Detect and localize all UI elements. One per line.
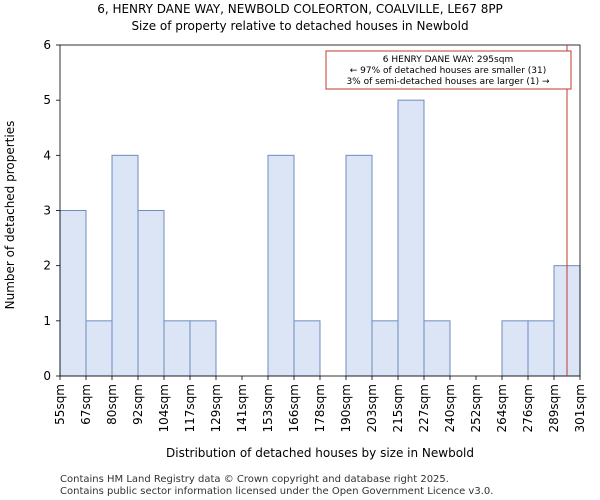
x-tick-label-166sqm: 166sqm — [287, 384, 301, 432]
x-tick-label-178sqm: 178sqm — [313, 384, 327, 432]
bar-153sqm — [267, 154, 295, 377]
bar-117sqm — [189, 320, 217, 377]
x-tick-label-240sqm: 240sqm — [443, 384, 457, 432]
x-tick-label-92sqm: 92sqm — [131, 384, 145, 425]
bars-group — [59, 99, 581, 377]
x-axis-label: Distribution of detached houses by size … — [166, 446, 474, 460]
bar-190sqm — [345, 154, 373, 377]
y-tick-label: 1 — [43, 314, 51, 328]
x-tick-label-215sqm: 215sqm — [391, 384, 405, 432]
annotation-line1: 6 HENRY DANE WAY: 295sqm — [383, 55, 513, 65]
x-tick-label-203sqm: 203sqm — [365, 384, 379, 432]
bar-67sqm — [85, 320, 113, 377]
footer-line2: Contains public sector information licen… — [60, 486, 493, 497]
y-tick-label: 3 — [43, 204, 51, 218]
x-tick-label-252sqm: 252sqm — [469, 384, 483, 432]
x-tick-label-104sqm: 104sqm — [157, 384, 171, 432]
x-tick-label-67sqm: 67sqm — [79, 384, 93, 425]
bar-215sqm — [397, 99, 425, 377]
y-tick-label: 6 — [43, 38, 51, 52]
x-tick-label-190sqm: 190sqm — [339, 384, 353, 432]
x-tick-label-301sqm: 301sqm — [573, 384, 587, 432]
bar-80sqm — [111, 154, 139, 377]
x-tick-label-80sqm: 80sqm — [105, 384, 119, 425]
x-tick-label-153sqm: 153sqm — [261, 384, 275, 432]
annotation-line2: ← 97% of detached houses are smaller (31… — [350, 66, 547, 76]
bar-92sqm — [137, 210, 165, 377]
plot-frame — [59, 44, 581, 377]
x-tick-label-129sqm: 129sqm — [209, 384, 223, 432]
x-tick-label-55sqm: 55sqm — [53, 384, 67, 425]
bar-203sqm — [371, 320, 399, 377]
chart-title-line1: 6, HENRY DANE WAY, NEWBOLD COLEORTON, CO… — [97, 2, 503, 16]
bar-166sqm — [293, 320, 321, 377]
bar-276sqm — [527, 320, 555, 377]
y-tick-label: 0 — [43, 369, 51, 383]
bar-264sqm — [501, 320, 529, 377]
chart-title-line2: Size of property relative to detached ho… — [131, 19, 468, 33]
annotation-box: 6 HENRY DANE WAY: 295sqm ← 97% of detach… — [325, 50, 572, 90]
bar-104sqm — [163, 320, 191, 377]
y-tick-label: 4 — [43, 148, 51, 162]
x-tick-label-117sqm: 117sqm — [183, 384, 197, 432]
y-axis-label: Number of detached properties — [3, 121, 17, 310]
x-tick-label-276sqm: 276sqm — [521, 384, 535, 432]
x-tick-label-264sqm: 264sqm — [495, 384, 509, 432]
x-tick-label-227sqm: 227sqm — [417, 384, 431, 432]
x-axis-ticks: 55sqm 67sqm 80sqm 92sqm 104sqm 117sqm 129sqm 14… — [53, 376, 587, 432]
footer-line1: Contains HM Land Registry data © Crown c… — [60, 474, 449, 485]
y-tick-label: 5 — [43, 93, 51, 107]
bar-55sqm — [59, 210, 87, 377]
bar-227sqm — [423, 320, 451, 377]
y-axis-ticks: 0 1 2 3 4 5 6 — [43, 38, 60, 383]
y-tick-label: 2 — [43, 259, 51, 273]
x-tick-label-289sqm: 289sqm — [547, 384, 561, 432]
annotation-frame — [325, 50, 572, 90]
annotation-line3: 3% of semi-detached houses are larger (1… — [346, 77, 550, 87]
x-tick-label-141sqm: 141sqm — [235, 384, 249, 432]
